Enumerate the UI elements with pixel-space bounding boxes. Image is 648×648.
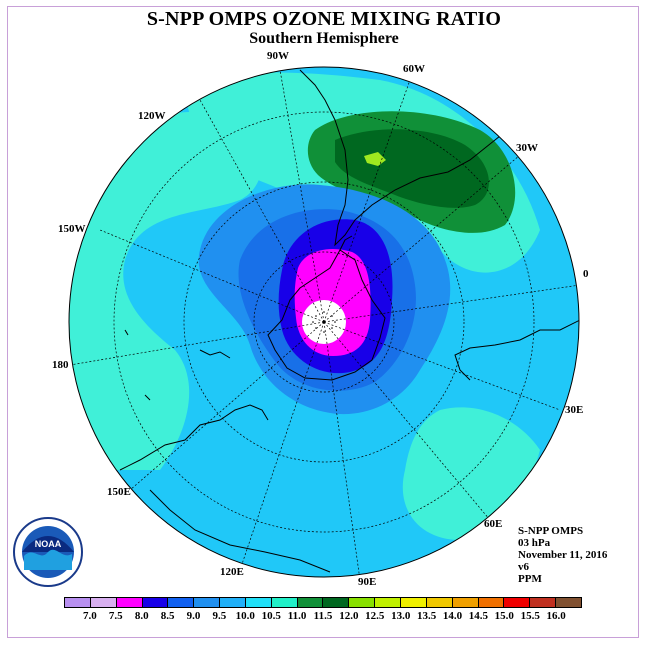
colorbar-tick-label: 8.0	[134, 610, 149, 622]
colorbar-cell	[478, 598, 505, 607]
colorbar-tick-label: 14.5	[468, 610, 489, 622]
coastlines	[119, 69, 579, 573]
colorbar-ticks: 7.0 7.5 8.0 8.5 9.0 9.5 10.0 10.5 11.0 11.5 12.0 12…	[64, 610, 582, 624]
lon-label-150e: 150E	[107, 486, 131, 498]
colorbar-tick-label: 12.5	[365, 610, 385, 622]
colorbar-cell	[323, 598, 350, 607]
info-date: November 11, 2016	[518, 549, 608, 561]
lon-label-120e: 120E	[220, 566, 244, 578]
colorbar-cell	[142, 598, 169, 607]
lon-label-60e: 60E	[484, 518, 503, 530]
colorbar-tick-label: 13.5	[416, 610, 437, 622]
colorbar-cell	[504, 598, 531, 607]
colorbar-tick-label: 8.5	[160, 610, 175, 622]
ozone-band-10-5-west	[69, 110, 262, 470]
colorbar-tick-label: 15.0	[494, 610, 514, 622]
colorbar-tick-label: 11.5	[313, 610, 333, 622]
colorbar-cell	[297, 598, 324, 607]
lon-label-90w: 90W	[267, 50, 289, 62]
map-boundary	[68, 66, 580, 578]
info-instrument: S-NPP OMPS	[518, 525, 584, 537]
colorbar-tick-label: 13.0	[391, 610, 411, 622]
map-graticule	[69, 69, 579, 577]
colorbar-cell	[220, 598, 246, 607]
colorbar-tick-label: 9.5	[212, 610, 227, 622]
colorbar-tick-label: 12.0	[339, 610, 359, 622]
colorbar-tick-label: 7.0	[83, 610, 97, 622]
colorbar-tick-label: 10.5	[261, 610, 281, 622]
colorbar-cell	[556, 598, 581, 607]
lon-label-0: 0	[583, 268, 589, 280]
colorbar-tick-label: 9.0	[186, 610, 201, 622]
lon-label-60w: 60W	[403, 63, 425, 75]
lon-label-90e: 90E	[358, 576, 377, 588]
colorbar-cell	[90, 598, 117, 607]
page-subtitle: Southern Hemisphere	[249, 30, 399, 47]
info-units: PPM	[518, 573, 542, 585]
info-block: S-NPP OMPS 03 hPa November 11, 2016 v6 P…	[518, 525, 607, 585]
lon-label-120w: 120W	[138, 110, 166, 122]
colorbar-cell	[65, 598, 91, 607]
lon-label-180: 180	[52, 359, 69, 371]
colorbar-cell	[530, 598, 557, 607]
colorbar-tick-label: 14.0	[442, 610, 463, 622]
page-title: S-NPP OMPS OZONE MIXING RATIO	[146, 8, 502, 30]
colorbar-cell	[245, 598, 272, 607]
colorbar-tick-label: 7.5	[108, 610, 123, 622]
colorbar-cell	[116, 598, 143, 607]
ozone-band-12-0	[335, 129, 489, 208]
colorbar-cell	[452, 598, 479, 607]
colorbar-cell	[349, 598, 376, 607]
info-level: 03 hPa	[518, 537, 551, 549]
lon-label-150w: 150W	[58, 223, 86, 235]
colorbar-tick-label: 16.0	[546, 610, 566, 622]
plot-frame	[7, 6, 639, 638]
colorbar-cell	[426, 598, 453, 607]
colorbar-tick-label: 10.0	[235, 610, 255, 622]
colorbar-cell	[168, 598, 195, 607]
colorbar-cell	[194, 598, 221, 607]
colorbar-cell	[375, 598, 401, 607]
colorbar-tick-label: 15.5	[520, 610, 540, 622]
info-version: v6	[518, 561, 529, 573]
colorbar-cell	[400, 598, 427, 607]
colorbar	[64, 597, 582, 608]
colorbar-cell	[271, 598, 298, 607]
pole-marker	[312, 311, 336, 333]
lon-label-30e: 30E	[565, 404, 584, 416]
lon-label-30w: 30W	[516, 142, 538, 154]
colorbar-tick-label: 11.0	[287, 610, 307, 622]
